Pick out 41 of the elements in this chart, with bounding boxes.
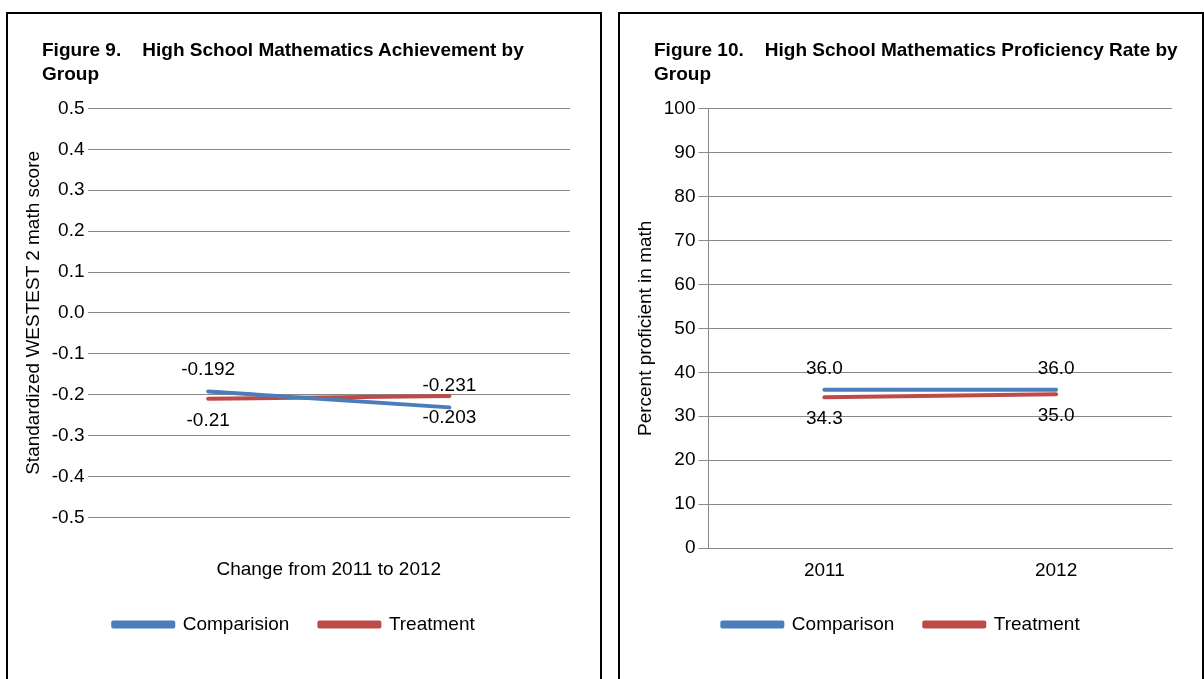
data-label: 36.0 [805,356,843,378]
data-label: -0.203 [422,405,477,427]
y-tick-label: 0.3 [58,178,85,200]
x-tick-label: 2012 [1034,558,1078,580]
y-tick-label: -0.4 [51,464,85,486]
legend-label: Treatment [993,612,1081,634]
data-label: 34.3 [805,407,843,429]
x-axis-title: Change from 2011 to 2012 [216,557,442,579]
y-tick-label: 90 [674,140,696,162]
y-tick-label: 0 [684,536,696,558]
y-tick-label: -0.1 [51,342,85,364]
legend-label: Treatment [388,612,476,634]
y-tick-label: 70 [674,228,696,250]
y-tick-label: 0.4 [58,137,85,159]
chart-title: Figure 9. High School Mathematics Achievement by Group [42,38,525,86]
y-tick-label: 30 [674,404,696,426]
y-axis-title: Standardized WESTEST 2 math score [21,150,43,475]
y-tick-label: 40 [674,360,696,382]
y-axis-title: Percent proficient in math [633,220,655,437]
data-label: -0.192 [181,358,236,380]
legend-label: Comparision [182,612,290,634]
y-tick-label: 0.5 [58,96,85,118]
y-tick-label: 20 [674,448,696,470]
x-tick-label: 2011 [803,558,845,580]
chart-title: Figure 10. High School Mathematics Proficiency Rate by Group [654,38,1179,86]
y-tick-label: 0.2 [58,219,85,241]
y-tick-label: -0.2 [51,382,85,404]
y-tick-label: 60 [674,272,696,294]
data-label: 35.0 [1037,404,1075,425]
y-tick-label: -0.3 [51,423,85,445]
data-label: -0.21 [186,408,230,430]
data-label: -0.231 [422,374,477,396]
y-tick-label: 80 [674,184,696,206]
y-tick-label: 0.1 [58,260,85,282]
y-tick-label: 0.0 [58,301,85,323]
y-tick-label: 50 [674,316,696,338]
y-tick-label: 10 [674,492,696,514]
legend-label: Comparison [791,612,895,634]
data-label: 36.0 [1037,356,1075,378]
y-tick-label: -0.5 [51,505,85,527]
y-tick-label: 100 [663,96,696,118]
